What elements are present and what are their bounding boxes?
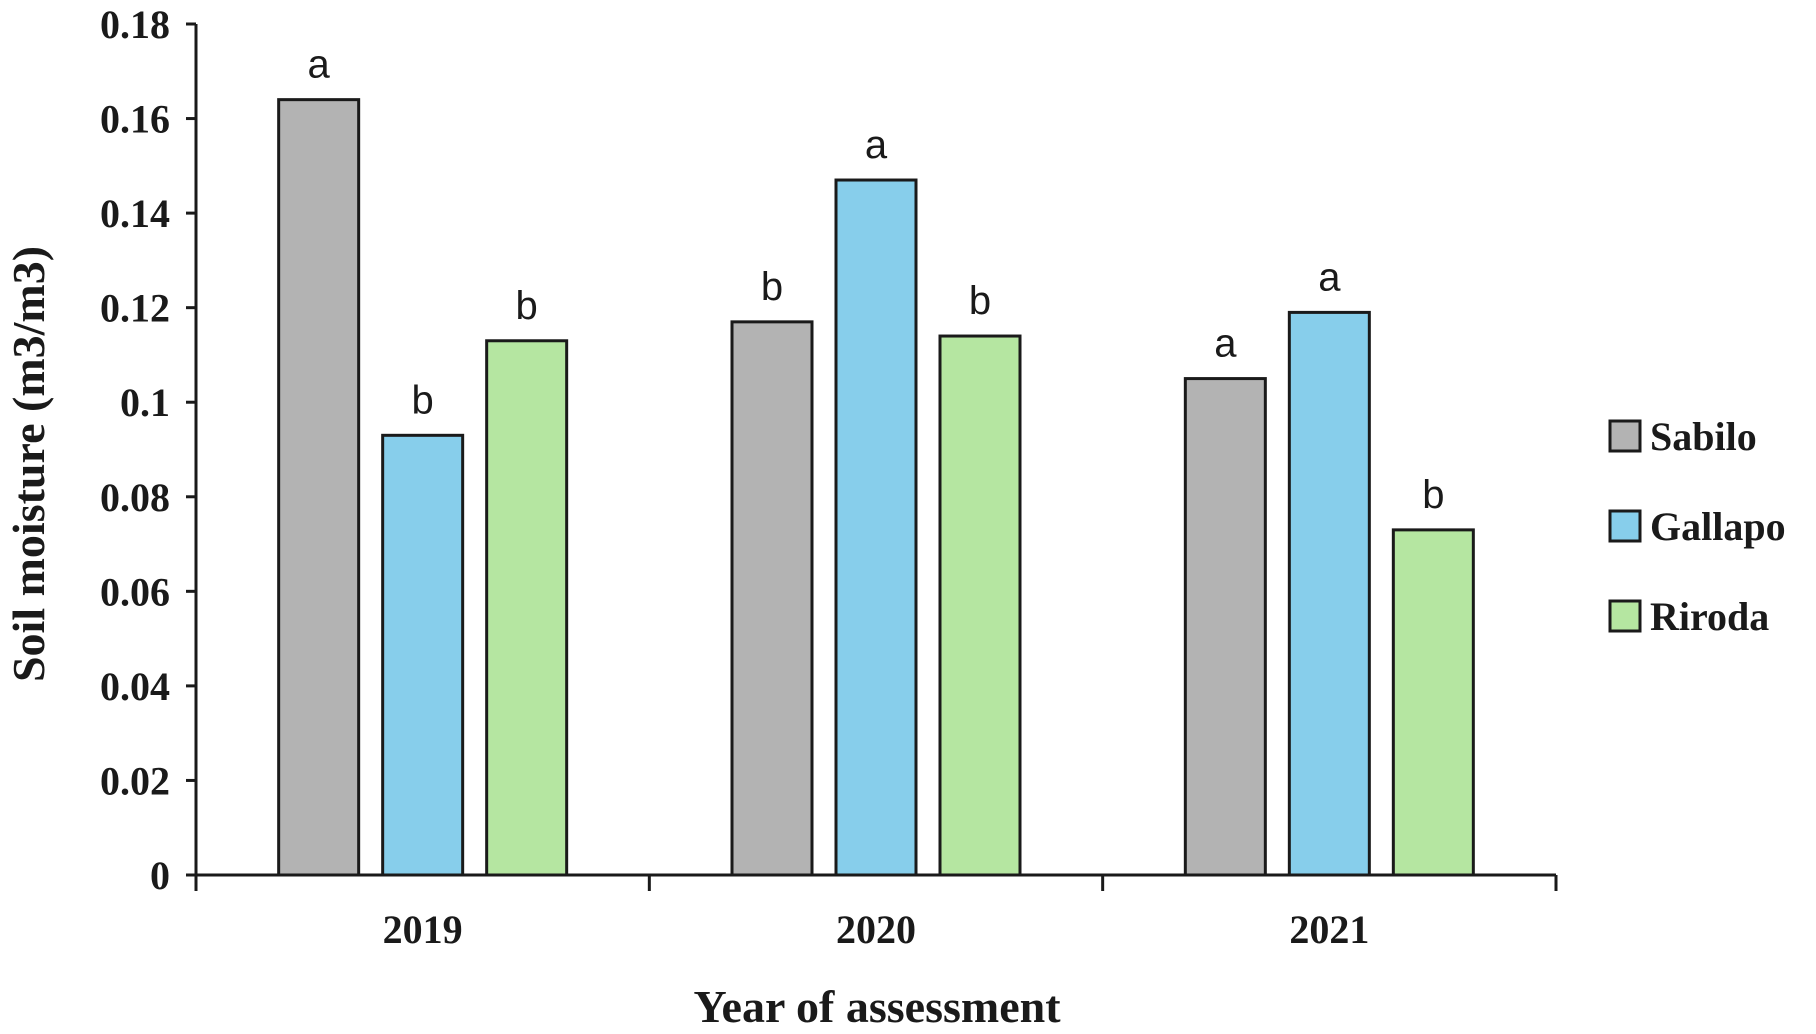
significance-label: b xyxy=(761,265,783,309)
significance-label: a xyxy=(1318,255,1341,299)
significance-label: b xyxy=(516,284,538,328)
significance-label: b xyxy=(1422,473,1444,517)
y-tick-label: 0.02 xyxy=(100,758,170,803)
significance-label: b xyxy=(412,378,434,422)
x-tick-label: 2021 xyxy=(1289,907,1369,952)
bar-gallapo-2019 xyxy=(381,433,465,877)
bar-gallapo-2020 xyxy=(834,178,918,877)
y-tick-label: 0.18 xyxy=(100,2,170,47)
y-tick-label: 0 xyxy=(150,853,170,898)
legend-label-sabilo: Sabilo xyxy=(1650,414,1757,459)
y-tick-label: 0.06 xyxy=(100,569,170,614)
legend-label-riroda: Riroda xyxy=(1650,594,1769,639)
x-axis-ticks: 2019 2020 2021 xyxy=(194,875,1558,952)
legend-swatch-sabilo xyxy=(1608,419,1642,453)
significance-labels: a b a b a a b b b xyxy=(308,43,1445,517)
significance-label: a xyxy=(1214,322,1237,366)
significance-label: a xyxy=(865,123,888,167)
y-tick-label: 0.14 xyxy=(100,191,170,236)
significance-label: a xyxy=(308,43,331,87)
legend: Sabilo Gallapo Riroda xyxy=(1608,414,1786,639)
y-tick-label: 0.1 xyxy=(120,380,170,425)
y-axis-ticks: 0 0.02 0.04 0.06 0.08 0.1 0.12 0.14 0.16 0.18 xyxy=(100,2,196,898)
bar-sabilo-2020 xyxy=(730,320,814,877)
x-tick-label: 2019 xyxy=(383,907,463,952)
y-tick-label: 0.12 xyxy=(100,286,170,331)
bars xyxy=(277,98,1475,877)
y-tick-label: 0.08 xyxy=(100,475,170,520)
bar-riroda-2020 xyxy=(938,334,1022,877)
legend-swatch-gallapo xyxy=(1608,509,1642,543)
x-tick-label: 2020 xyxy=(836,907,916,952)
bar-gallapo-2021 xyxy=(1287,310,1371,877)
significance-label: b xyxy=(969,279,991,323)
bar-riroda-2021 xyxy=(1391,528,1475,877)
y-tick-label: 0.04 xyxy=(100,664,170,709)
y-axis-title: Soil moisture (m3/m3) xyxy=(3,246,54,682)
bar-sabilo-2021 xyxy=(1183,377,1267,877)
legend-label-gallapo: Gallapo xyxy=(1650,504,1786,549)
axes xyxy=(194,24,1556,877)
bar-sabilo-2019 xyxy=(277,98,361,877)
bar-riroda-2019 xyxy=(485,339,569,877)
legend-swatch-riroda xyxy=(1608,599,1642,633)
x-axis-title: Year of assessment xyxy=(693,981,1061,1032)
y-tick-label: 0.16 xyxy=(100,97,170,142)
